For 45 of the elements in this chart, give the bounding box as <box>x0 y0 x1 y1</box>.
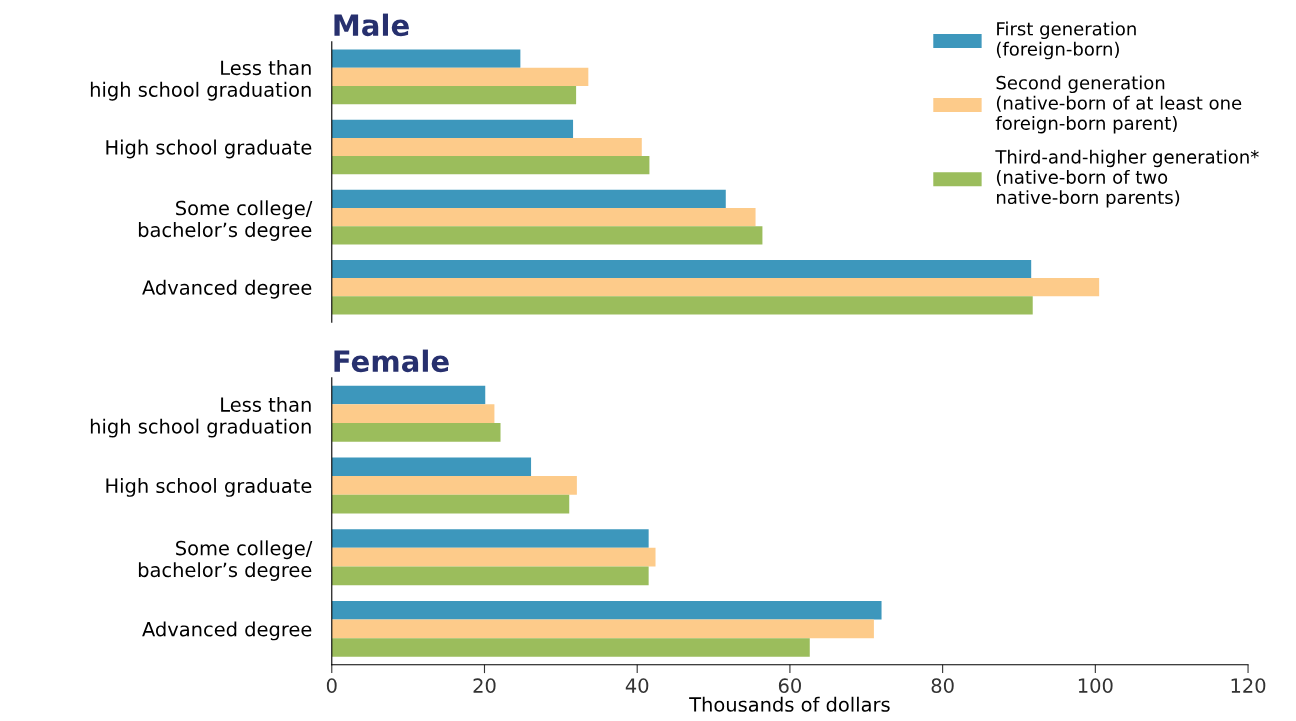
y-tick-label: Less than high school graduation <box>90 396 311 438</box>
bar <box>331 494 570 514</box>
bar <box>331 385 486 405</box>
bar <box>331 619 874 639</box>
bar <box>331 600 882 620</box>
legend-label: Third-and-higher generation* (native-born of two native-born parents) <box>995 149 1259 208</box>
legend-label: First generation (foreign-born) <box>996 21 1136 60</box>
x-tick-label: 100 <box>1078 678 1113 694</box>
bar <box>331 208 756 227</box>
bar <box>331 457 532 477</box>
y-tick-label: High school graduate <box>106 139 312 159</box>
bar <box>331 226 763 245</box>
bar <box>331 404 495 423</box>
legend-label: Second generation (native-born of at least one foreign-born parent) <box>995 75 1242 134</box>
bar <box>331 156 650 175</box>
chart-title: Female <box>334 349 449 373</box>
chart-title: Male <box>334 13 409 37</box>
y-tick-label: Advanced degree <box>142 621 312 641</box>
bar <box>331 476 577 495</box>
x-tick-label: 60 <box>778 678 801 694</box>
y-tick-label: High school graduate <box>106 478 312 497</box>
y-tick-label: Less than high school graduation <box>90 60 311 101</box>
x-tick-label: 120 <box>1231 678 1266 694</box>
bar <box>331 137 642 157</box>
bar <box>331 638 810 657</box>
bar <box>331 85 577 105</box>
bar <box>331 49 521 68</box>
x-tick-label: 0 <box>326 678 337 694</box>
y-tick-label: Some college/ bachelor’s degree <box>138 200 313 241</box>
bar <box>331 423 501 442</box>
bar <box>331 67 589 86</box>
bar <box>331 189 726 208</box>
bar <box>331 547 656 567</box>
y-tick-label: Some college/ bachelor’s degree <box>138 540 313 581</box>
bar <box>331 119 574 138</box>
x-tick-label: 20 <box>473 678 496 694</box>
x-axis-title: Thousands of dollars <box>689 696 890 712</box>
bar <box>331 296 1033 315</box>
bar <box>331 278 1100 297</box>
bar <box>331 529 649 548</box>
bar <box>331 566 649 586</box>
x-tick-label: 80 <box>931 678 954 694</box>
bar <box>331 259 1032 279</box>
y-tick-label: Advanced degree <box>142 279 312 299</box>
x-tick-label: 40 <box>625 678 649 694</box>
